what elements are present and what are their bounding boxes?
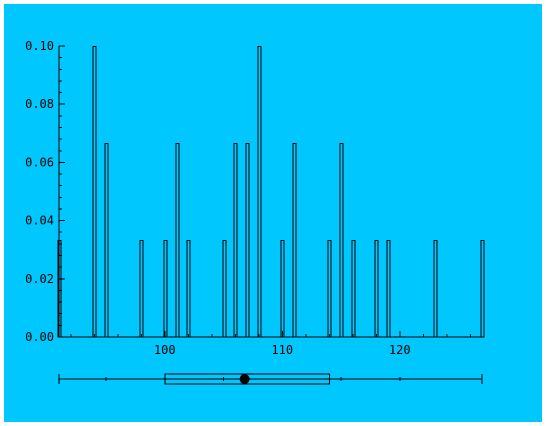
- x-tick-label: 100: [154, 343, 176, 357]
- x-tick-label: 110: [271, 343, 293, 357]
- histogram-bar: [292, 143, 297, 338]
- y-tick-label: 0.06: [25, 155, 54, 169]
- histogram-bar: [233, 143, 238, 338]
- histogram-bar: [175, 143, 180, 338]
- histogram-chart: 0.00 0.02 0.04 0.06 0.08 0.10 100 110 12…: [25, 39, 485, 385]
- histogram-bar: [480, 240, 485, 338]
- y-tick-label: 0.08: [25, 97, 54, 111]
- plot-panel: 0.00 0.02 0.04 0.06 0.08 0.10 100 110 12…: [4, 4, 542, 422]
- histogram-bar: [139, 240, 144, 338]
- histogram-bar: [163, 240, 168, 338]
- y-tick-labels: 0.00 0.02 0.04 0.06 0.08 0.10: [25, 39, 54, 344]
- histogram-bar: [104, 143, 109, 338]
- histogram-bar: [222, 240, 227, 338]
- boxplot: [58, 373, 483, 385]
- y-tick-label: 0.04: [25, 214, 54, 228]
- histogram-bar: [186, 240, 191, 338]
- x-tick-label: 120: [389, 343, 411, 357]
- histogram-bar: [351, 240, 356, 338]
- histogram-bar: [92, 46, 97, 338]
- y-tick-label: 0.02: [25, 272, 54, 286]
- histogram-bar: [57, 240, 62, 338]
- histogram-bar: [280, 240, 285, 338]
- boxplot-box: [164, 373, 330, 385]
- histogram-bar: [374, 240, 379, 338]
- x-tick-labels: 100 110 120: [154, 343, 411, 357]
- histogram-bars: [57, 46, 485, 338]
- histogram-bar: [433, 240, 438, 338]
- y-tick-label: 0.00: [25, 330, 54, 344]
- histogram-bar: [327, 240, 332, 338]
- histogram-bar: [245, 143, 250, 338]
- boxplot-mean-dot: [239, 374, 250, 384]
- histogram-bar: [257, 46, 262, 338]
- y-tick-label: 0.10: [25, 39, 54, 53]
- histogram-bar: [386, 240, 391, 338]
- axes: [58, 45, 482, 338]
- histogram-bar: [339, 143, 344, 338]
